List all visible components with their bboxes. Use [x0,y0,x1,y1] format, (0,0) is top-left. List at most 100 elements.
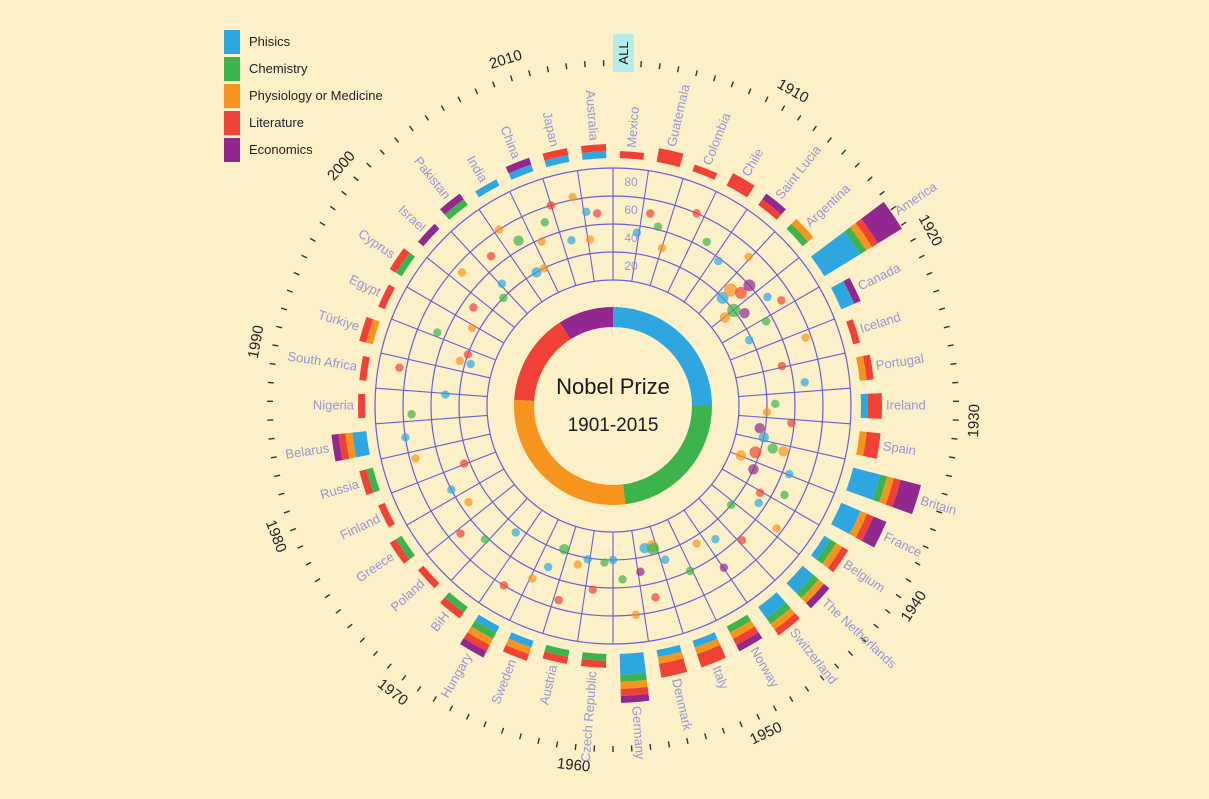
laureate-dot[interactable] [703,238,711,246]
share-segment[interactable] [560,307,613,339]
laureate-dot[interactable] [632,611,640,619]
country-label[interactable]: Belarus [284,440,330,461]
laureate-dot[interactable] [639,543,649,553]
laureate-dot[interactable] [661,556,669,564]
laureate-dot[interactable] [636,568,644,576]
laureate-dot[interactable] [759,432,769,442]
laureate-dot[interactable] [633,228,641,236]
laureate-dot[interactable] [600,558,608,566]
country-label[interactable]: Switzerland [787,625,841,687]
laureate-dot[interactable] [481,535,489,543]
country-label[interactable]: BiH [427,609,452,635]
laureate-dot[interactable] [763,408,771,416]
legend-item-literature[interactable]: Literature [224,109,383,136]
laureate-dot[interactable] [756,489,764,497]
laureate-dot[interactable] [618,575,626,583]
laureate-dot[interactable] [411,454,419,462]
laureate-dot[interactable] [466,360,474,368]
laureate-dot[interactable] [582,208,590,216]
laureate-dot[interactable] [487,252,495,260]
country-label[interactable]: Türkiye [316,307,361,334]
laureate-dot[interactable] [744,253,752,261]
laureate-dot[interactable] [727,501,735,509]
laureate-dot[interactable] [395,363,403,371]
laureate-dot[interactable] [458,268,466,276]
laureate-dot[interactable] [736,450,746,460]
laureate-dot[interactable] [401,433,409,441]
country-label[interactable]: Spain [882,438,917,458]
laureate-dot[interactable] [711,535,719,543]
laureate-dot[interactable] [692,539,700,547]
laureate-dot[interactable] [651,593,659,601]
country-label[interactable]: Portugal [875,351,925,373]
country-label[interactable]: Czech Republic [578,670,600,762]
laureate-dot[interactable] [586,235,594,243]
laureate-dot[interactable] [738,536,746,544]
country-label[interactable]: Denmark [669,677,695,732]
laureate-dot[interactable] [777,296,785,304]
laureate-dot[interactable] [447,486,455,494]
laureate-dot[interactable] [407,410,415,418]
country-label[interactable]: Belgium [841,557,888,596]
laureate-dot[interactable] [464,350,472,358]
country-label[interactable]: South Africa [287,348,359,373]
laureate-dot[interactable] [547,201,555,209]
country-bar-segment[interactable] [620,652,646,675]
laureate-dot[interactable] [456,357,464,365]
country-bar-segment[interactable] [620,151,645,160]
laureate-dot[interactable] [763,293,771,301]
legend-item-physics[interactable]: Phisics [224,28,383,55]
laureate-dot[interactable] [495,225,503,233]
laureate-dot[interactable] [583,555,591,563]
country-label[interactable]: Mexico [624,106,642,148]
laureate-dot[interactable] [801,333,809,341]
laureate-dot[interactable] [574,560,582,568]
laureate-dot[interactable] [511,528,519,536]
country-label[interactable]: Poland [388,576,428,615]
laureate-dot[interactable] [773,524,781,532]
laureate-dot[interactable] [724,283,737,296]
country-bar-segment[interactable] [359,356,370,381]
laureate-dot[interactable] [767,443,777,453]
country-label[interactable]: Canada [855,260,903,294]
country-label[interactable]: Egypt [347,271,384,299]
laureate-dot[interactable] [714,257,722,265]
all-button-label[interactable]: ALL [616,41,631,64]
country-label[interactable]: Germany [629,706,648,761]
laureate-dot[interactable] [609,556,617,564]
country-label[interactable]: Iceland [858,309,902,336]
laureate-dot[interactable] [537,237,545,245]
laureate-dot[interactable] [686,567,694,575]
laureate-dot[interactable] [464,498,472,506]
country-label[interactable]: China [497,124,524,162]
laureate-dot[interactable] [739,308,749,318]
country-label[interactable]: Nigeria [313,397,355,412]
laureate-dot[interactable] [748,464,758,474]
laureate-dot[interactable] [589,585,597,593]
laureate-dot[interactable] [750,446,762,458]
laureate-dot[interactable] [568,193,576,201]
laureate-dot[interactable] [646,209,654,217]
country-label[interactable]: Finland [338,511,383,543]
laureate-dot[interactable] [468,324,476,332]
laureate-dot[interactable] [567,236,575,244]
laureate-dot[interactable] [658,244,666,252]
laureate-dot[interactable] [498,280,506,288]
country-label[interactable]: India [464,153,491,186]
country-label[interactable]: Britain [919,493,959,518]
laureate-dot[interactable] [559,544,569,554]
country-label[interactable]: Australia [583,90,602,142]
laureate-dot[interactable] [743,279,755,291]
laureate-dot[interactable] [460,459,468,467]
country-label[interactable]: Russia [318,476,361,502]
legend-item-medicine[interactable]: Physiology or Medicine [224,82,383,109]
laureate-dot[interactable] [720,563,728,571]
laureate-dot[interactable] [780,491,788,499]
country-bar-segment[interactable] [657,148,684,167]
legend-item-economics[interactable]: Economics [224,136,383,163]
country-label[interactable]: Cyprus [356,226,399,262]
country-label[interactable]: Colombia [700,110,734,167]
laureate-dot[interactable] [754,499,762,507]
laureate-dot[interactable] [692,209,700,217]
laureate-dot[interactable] [554,596,562,604]
